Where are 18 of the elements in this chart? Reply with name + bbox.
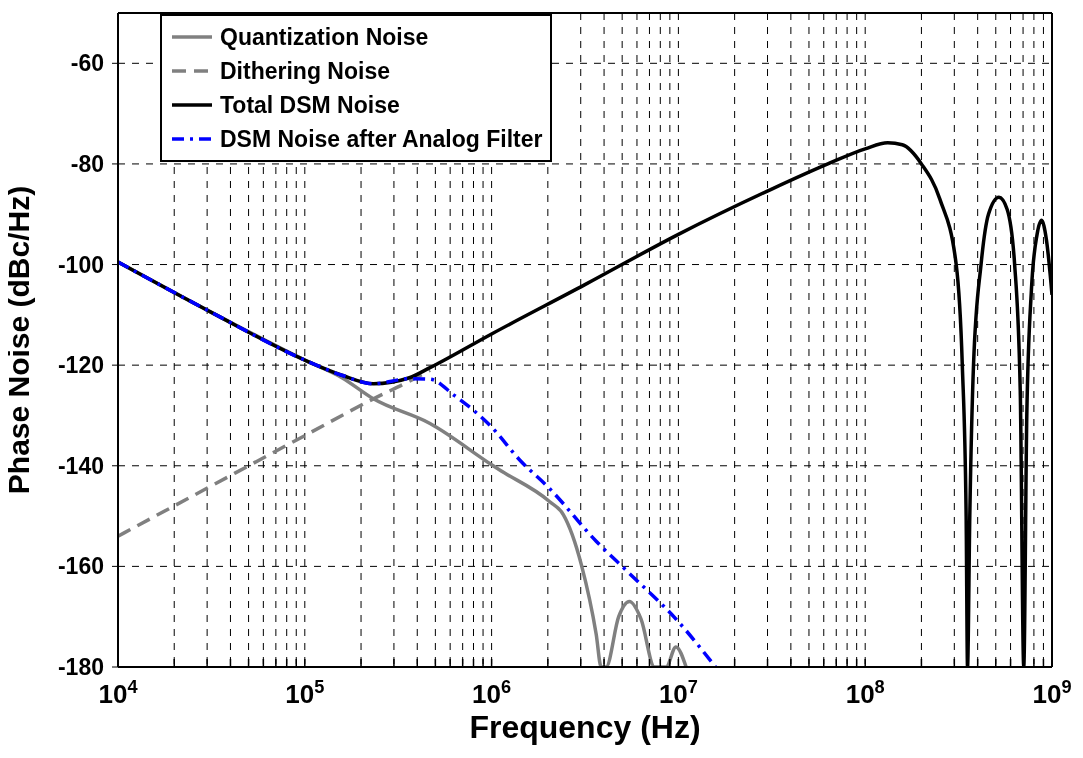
y-tick-label: -100 [57, 251, 104, 278]
y-tick-label: -120 [57, 352, 104, 379]
y-tick-label: -60 [70, 50, 104, 77]
x-tick-label: 10$^{7}$ [658, 677, 698, 709]
y-tick-label: -140 [57, 452, 104, 479]
legend-label: Dithering Noise [220, 57, 390, 85]
x-axis-title: Frequency (Hz) [469, 709, 701, 745]
y-tick-label: -80 [70, 150, 104, 177]
legend-label: Quantization Noise [220, 23, 429, 51]
y-tick-label: -180 [57, 654, 104, 680]
legend-label: DSM Noise after Analog Filter [220, 125, 543, 153]
x-tick-label: 10$^{6}$ [472, 677, 512, 709]
x-tick-label: 10$^{8}$ [845, 677, 885, 709]
x-tick-label: 10$^{4}$ [98, 677, 139, 709]
x-tick-label: 10$^{5}$ [285, 677, 325, 709]
x-tick-label: 10$^{9}$ [1032, 677, 1072, 709]
y-tick-label: -160 [57, 553, 104, 580]
legend-label: Total DSM Noise [220, 91, 400, 119]
